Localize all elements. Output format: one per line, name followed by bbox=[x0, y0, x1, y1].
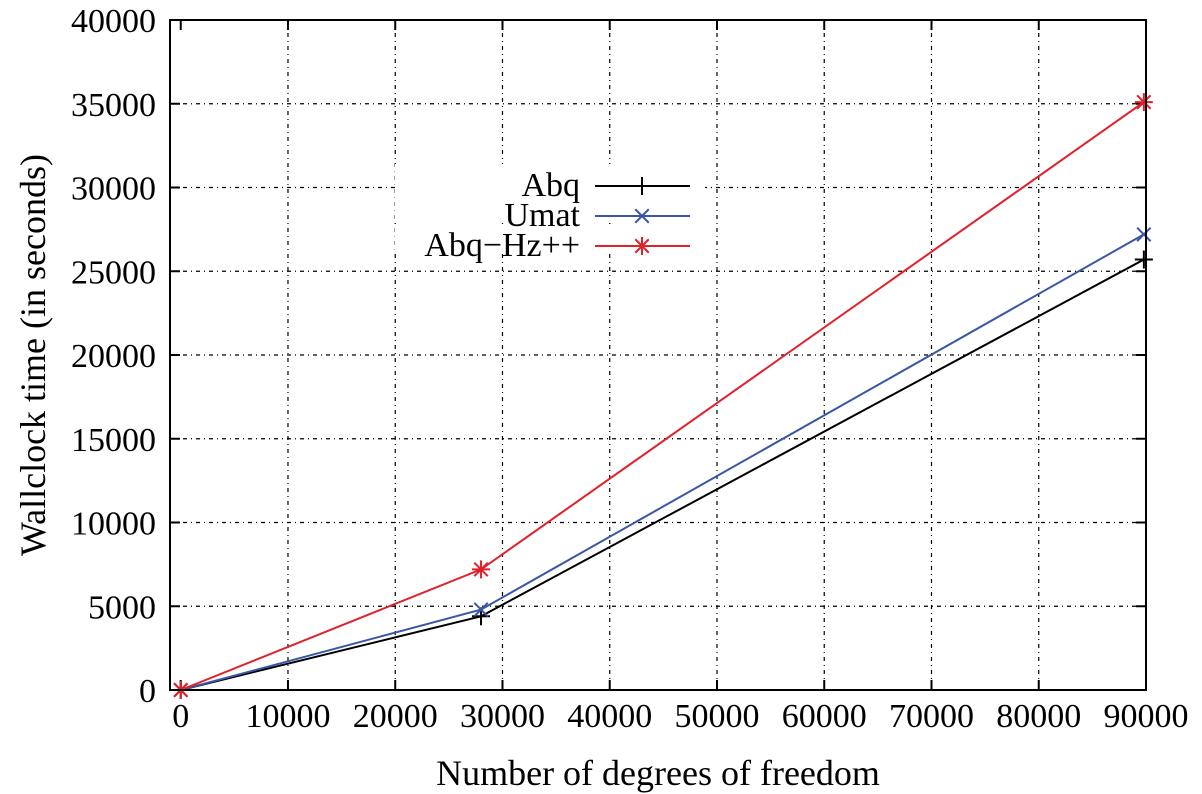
legend-marker bbox=[633, 177, 651, 195]
y-tick-label: 35000 bbox=[71, 87, 156, 124]
x-tick-label: 40000 bbox=[567, 698, 652, 735]
data-point bbox=[1134, 93, 1153, 112]
y-axis-label: Wallclock time (in seconds) bbox=[13, 154, 53, 556]
data-point bbox=[1136, 226, 1152, 242]
legend-marker bbox=[634, 208, 650, 224]
x-axis-label: Number of degrees of freedom bbox=[436, 753, 880, 793]
y-tick-label: 10000 bbox=[71, 506, 156, 543]
plot-frame bbox=[169, 19, 1147, 691]
x-tick-label: 60000 bbox=[782, 698, 867, 735]
y-tick-label: 5000 bbox=[88, 589, 156, 626]
legend-label: Abq−Hz++ bbox=[424, 227, 580, 264]
series-line bbox=[180, 233, 1145, 691]
y-tick-label: 25000 bbox=[71, 254, 156, 291]
y-tick-label: 30000 bbox=[71, 171, 156, 208]
x-tick-label: 30000 bbox=[460, 698, 545, 735]
series-line bbox=[180, 258, 1145, 691]
axis-labels: Number of degrees of freedom Wallclock t… bbox=[13, 154, 880, 793]
x-tick-label: 80000 bbox=[996, 698, 1081, 735]
series-0 bbox=[171, 250, 1153, 699]
grid bbox=[170, 20, 1146, 690]
legend-bg bbox=[395, 194, 705, 223]
series-1 bbox=[173, 226, 1152, 698]
legend-marker bbox=[633, 237, 651, 255]
data-point bbox=[472, 560, 491, 579]
y-tick-label: 0 bbox=[139, 673, 156, 710]
x-tick-label: 50000 bbox=[674, 698, 759, 735]
y-tick-label: 40000 bbox=[71, 3, 156, 40]
legend-label: Umat bbox=[504, 197, 580, 234]
y-tick-label: 15000 bbox=[71, 422, 156, 459]
legend-bg bbox=[395, 164, 705, 193]
data-point bbox=[1134, 250, 1153, 269]
axis-ticks: 0 10000 20000 30000 40000 50000 60000 70000 8000… bbox=[71, 3, 1189, 735]
x-tick-label: 0 bbox=[172, 698, 189, 735]
y-tick-label: 20000 bbox=[71, 338, 156, 375]
x-tick-label: 20000 bbox=[353, 698, 438, 735]
x-tick-label: 90000 bbox=[1104, 698, 1189, 735]
series-group bbox=[171, 93, 1153, 699]
x-tick-label: 10000 bbox=[245, 698, 330, 735]
x-tick-label: 70000 bbox=[889, 698, 974, 735]
series-2 bbox=[171, 93, 1153, 699]
legend-label: Abq bbox=[521, 167, 580, 204]
data-point bbox=[473, 602, 489, 618]
legend-bg bbox=[395, 224, 705, 253]
